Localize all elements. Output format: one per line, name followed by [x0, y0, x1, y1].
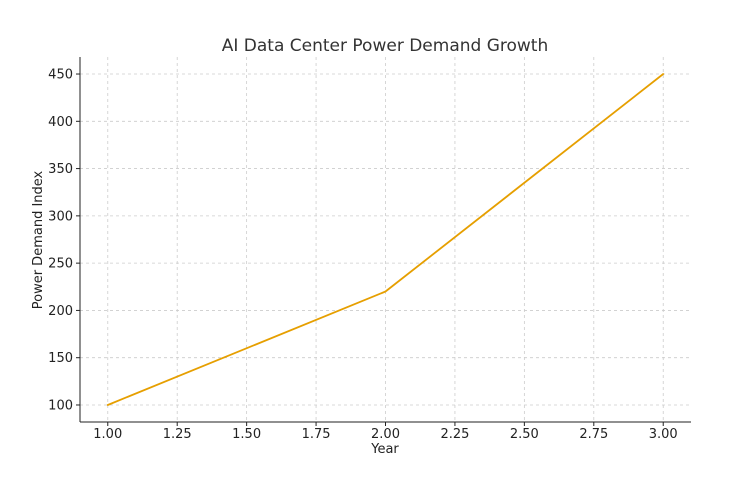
- x-tick-label: 2.00: [371, 427, 400, 442]
- x-tick-label: 2.50: [510, 427, 539, 442]
- x-tick-label: 1.75: [302, 427, 331, 442]
- ticks-layer: 1.00 1.25 1.50 1.75 2.00 2.25 2.50 2.75 3.00 100 1…: [48, 68, 678, 442]
- x-tick-label: 1.00: [93, 427, 122, 442]
- x-tick-label: 2.75: [579, 427, 608, 442]
- y-tick-label: 300: [48, 209, 73, 224]
- y-tick-label: 150: [48, 351, 73, 366]
- x-axis-label: Year: [370, 442, 399, 457]
- y-tick-label: 100: [48, 398, 73, 413]
- chart-title: AI Data Center Power Demand Growth: [222, 36, 549, 56]
- x-tick-label: 2.25: [440, 427, 469, 442]
- grid-layer: [80, 57, 691, 422]
- y-tick-label: 200: [48, 304, 73, 319]
- line-layer: [106, 73, 665, 406]
- y-tick-label: 350: [48, 162, 73, 177]
- series-line: [106, 73, 665, 406]
- y-tick-label: 450: [48, 68, 73, 83]
- y-tick-label: 250: [48, 257, 73, 272]
- x-tick-label: 1.50: [232, 427, 261, 442]
- x-tick-label: 1.25: [163, 427, 192, 442]
- y-axis-label: Power Demand Index: [31, 170, 46, 309]
- x-tick-label: 3.00: [649, 427, 678, 442]
- y-tick-label: 400: [48, 115, 73, 130]
